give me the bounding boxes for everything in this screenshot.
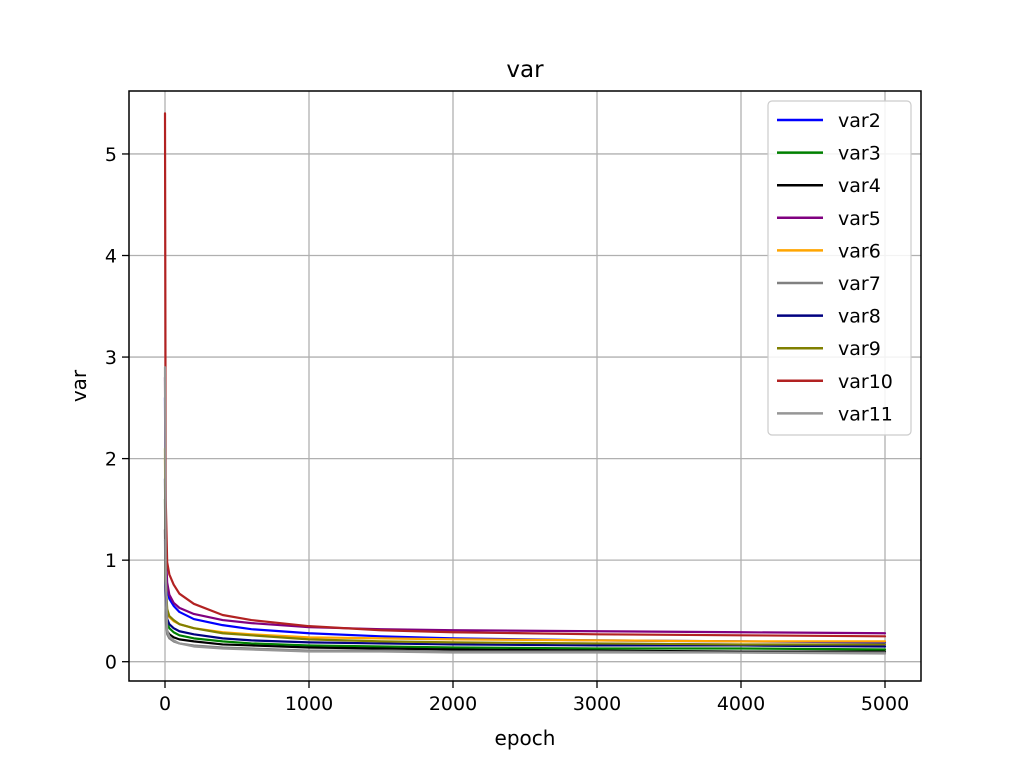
x-tick-label: 3000 (573, 693, 621, 715)
y-tick-label: 4 (105, 246, 117, 268)
y-tick-label: 0 (105, 652, 117, 674)
x-tick-label: 2000 (429, 693, 477, 715)
y-tick-label: 5 (105, 144, 117, 166)
plot-frame (128, 90, 922, 682)
legend-label-var11: var11 (838, 403, 893, 425)
legend-label-var4: var4 (838, 175, 881, 197)
x-axis-label: epoch (495, 726, 556, 750)
x-tick-label: 0 (159, 693, 171, 715)
x-tick-label: 4000 (717, 693, 765, 715)
legend-label-var2: var2 (838, 110, 881, 132)
x-tick-label: 1000 (285, 693, 333, 715)
legend: var2 var3 var4 var5 var6 var7 var8 var9 var10 var… (767, 100, 912, 436)
series-line-var11 (163, 366, 887, 655)
y-tick-label: 3 (105, 347, 117, 369)
legend-label-var10: var10 (838, 371, 893, 393)
legend-label-var5: var5 (838, 208, 881, 230)
x-tick-label: 5000 (861, 693, 909, 715)
legend-label-var3: var3 (838, 143, 881, 165)
series-line-var5 (163, 376, 887, 635)
legend-label-var8: var8 (838, 306, 881, 328)
legend-label-var7: var7 (838, 273, 881, 295)
y-axis-label: var (67, 369, 91, 402)
series-group (163, 112, 887, 655)
legend-label-var6: var6 (838, 240, 881, 262)
ticks: 0 1000 2000 3000 4000 5000 0 1 2 3 4 5 (105, 144, 909, 715)
series-line-var10 (163, 112, 887, 638)
chart-title: var (506, 57, 544, 83)
legend-label-var9: var9 (838, 338, 881, 360)
y-tick-label: 1 (105, 550, 117, 572)
y-tick-label: 2 (105, 449, 117, 471)
series-line-var9 (163, 447, 887, 646)
